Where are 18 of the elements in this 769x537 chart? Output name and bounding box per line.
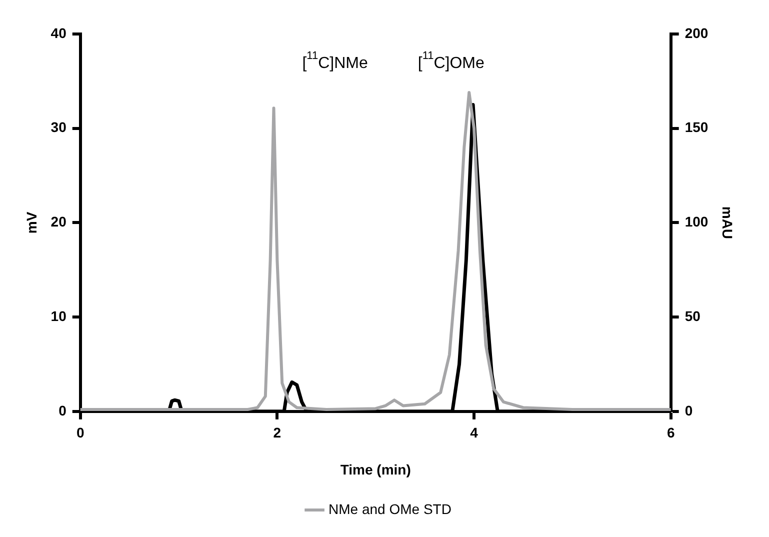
y2-axis-title: mAU — [720, 206, 736, 240]
x-tick-label: 6 — [666, 424, 675, 441]
y2-tick-label: 150 — [684, 119, 708, 136]
y-tick-label: 0 — [58, 402, 67, 418]
y2-tick-label: 200 — [684, 24, 708, 41]
x-tick-label: 2 — [273, 424, 282, 441]
x-tick-label: 0 — [76, 424, 84, 441]
y2-tick-label: 50 — [684, 308, 701, 324]
y-axis-title: mV — [23, 211, 40, 234]
legend-label: NMe and OMe STD — [328, 500, 452, 517]
y2-tick-label: 0 — [684, 402, 693, 418]
x-tick-label: 4 — [470, 424, 478, 441]
y-tick-label: 20 — [50, 214, 67, 230]
y-tick-label: 40 — [50, 24, 67, 41]
x-axis-title: Time (min) — [340, 461, 411, 478]
y2-tick-label: 100 — [684, 214, 708, 230]
y-tick-label: 10 — [50, 308, 67, 324]
y-tick-label: 30 — [50, 119, 67, 136]
